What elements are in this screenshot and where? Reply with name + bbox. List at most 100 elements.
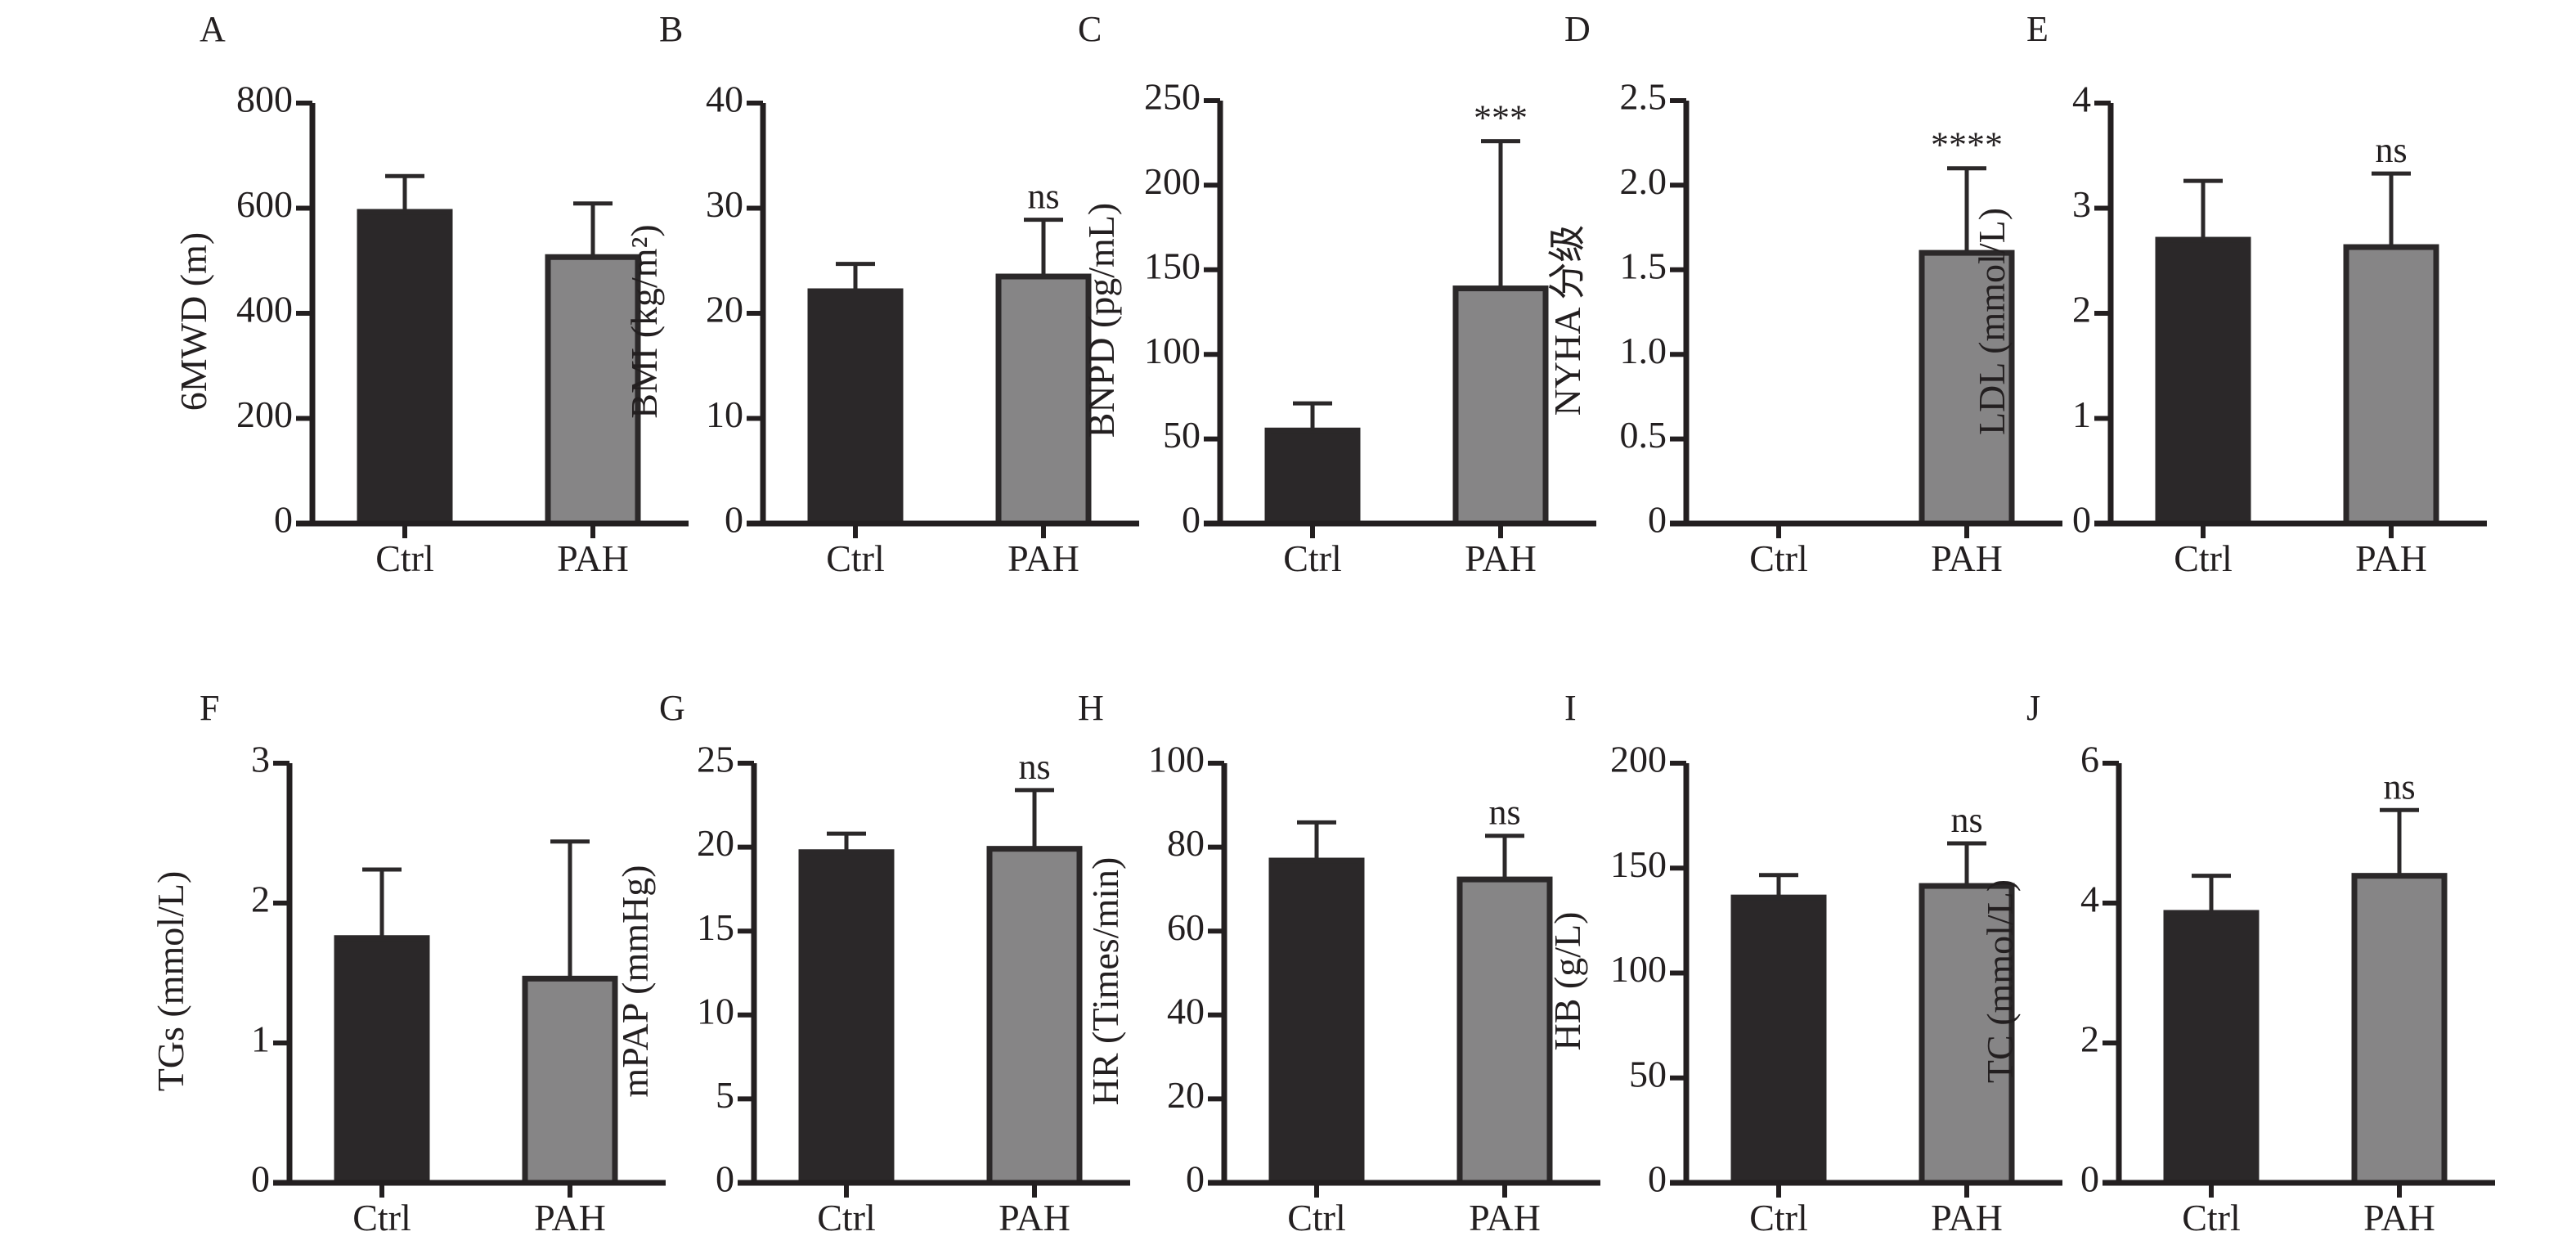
y-tick-label: 0 bbox=[1182, 499, 1200, 541]
chart-panel-e: E Ctrl PAH ns 0 1 2 3 4 LDL (mmol/L) bbox=[1971, 9, 2487, 579]
y-tick-label: 2 bbox=[2080, 1018, 2099, 1060]
y-tick-label: 20 bbox=[697, 822, 734, 864]
y-tick-label: 800 bbox=[236, 79, 293, 120]
chart-panel-g: G Ctrl PAH ns 0 5 10 15 20 25 mPAP (mmHg) bbox=[614, 688, 1130, 1238]
y-tick-label: 200 bbox=[1610, 739, 1667, 780]
x-tick-label: PAH bbox=[557, 537, 629, 579]
x-tick-label: Ctrl bbox=[2174, 537, 2233, 579]
y-axis-title: mPAP (mmHg) bbox=[614, 865, 656, 1097]
chart-panel-b: B Ctrl PAH ns 0 10 20 30 40 BMI (kg/m²) bbox=[623, 9, 1139, 579]
y-tick-label: 100 bbox=[1148, 739, 1205, 780]
bar-ctrl bbox=[334, 935, 430, 1186]
panel-letter: I bbox=[1564, 688, 1577, 728]
y-tick-label: 20 bbox=[1167, 1074, 1205, 1116]
bar-pah bbox=[2351, 873, 2448, 1186]
y-tick-label: 0 bbox=[251, 1158, 270, 1200]
y-tick-label: 100 bbox=[1610, 948, 1667, 990]
bar-pah bbox=[1452, 285, 1549, 527]
y-axis-title: LDL (mmol/L) bbox=[1971, 208, 2013, 435]
y-tick-label: 10 bbox=[697, 990, 734, 1032]
significance-label: ns bbox=[1488, 793, 1520, 833]
y-tick-label: 0 bbox=[274, 499, 293, 541]
panel-letter: G bbox=[659, 688, 685, 728]
bar-pah bbox=[986, 846, 1083, 1186]
x-tick-label: Ctrl bbox=[352, 1197, 411, 1238]
y-tick-label: 0 bbox=[725, 499, 743, 541]
y-axis-title: TC (mmol/L) bbox=[1979, 879, 2021, 1083]
panel-letter: J bbox=[2026, 688, 2040, 728]
y-tick-label: 15 bbox=[697, 906, 734, 948]
chart-panel-f: F Ctrl PAH 0 1 2 3 TGs (mmol/L) bbox=[150, 688, 666, 1238]
y-tick-label: 0.5 bbox=[1620, 414, 1667, 456]
y-tick-label: 0 bbox=[1186, 1158, 1205, 1200]
y-tick-label: 0 bbox=[1648, 1158, 1667, 1200]
bar-ctrl bbox=[2163, 910, 2260, 1186]
panel-letter: F bbox=[200, 688, 219, 728]
y-tick-label: 2.0 bbox=[1620, 160, 1667, 202]
y-tick-label: 150 bbox=[1144, 245, 1200, 286]
x-tick-label: Ctrl bbox=[375, 537, 434, 579]
x-tick-label: Ctrl bbox=[1749, 537, 1808, 579]
x-tick-label: PAH bbox=[1465, 537, 1537, 579]
bar-pah bbox=[2343, 244, 2439, 527]
chart-panel-j: J Ctrl PAH ns 0 2 4 6 TC (mmol/L) bbox=[1979, 688, 2495, 1238]
x-tick-label: PAH bbox=[1931, 1197, 2003, 1238]
y-axis-title: BMI (kg/m²) bbox=[623, 224, 665, 418]
y-tick-label: 1.0 bbox=[1620, 330, 1667, 371]
significance-label: ns bbox=[1027, 177, 1059, 217]
y-axis-title: TGs (mmol/L) bbox=[150, 871, 191, 1092]
y-tick-label: 40 bbox=[1167, 990, 1205, 1032]
y-tick-label: 20 bbox=[706, 289, 743, 330]
y-tick-label: 1.5 bbox=[1620, 245, 1667, 286]
y-axis-title: BNPD (pg/mL) bbox=[1080, 203, 1122, 438]
x-tick-label: PAH bbox=[1469, 1197, 1541, 1238]
y-tick-label: 0 bbox=[2072, 499, 2091, 541]
y-tick-label: 50 bbox=[1629, 1053, 1667, 1094]
y-tick-label: 0 bbox=[2080, 1158, 2099, 1200]
y-tick-label: 1 bbox=[2072, 393, 2091, 435]
panel-letter: E bbox=[2026, 9, 2049, 49]
y-tick-label: 4 bbox=[2072, 79, 2091, 120]
significance-label: ns bbox=[1950, 800, 1982, 840]
chart-panel-d: D Ctrl PAH **** 0 0.5 1.0 1.5 2.0 2.5 NYHA 分级 bbox=[1546, 9, 2062, 579]
y-tick-label: 3 bbox=[2072, 183, 2091, 225]
y-axis-title: NYHA 分级 bbox=[1546, 225, 1588, 416]
x-tick-label: Ctrl bbox=[817, 1197, 876, 1238]
chart-panel-i: I Ctrl PAH ns 0 50 100 150 200 HB (g/L) bbox=[1546, 688, 2062, 1238]
panel-letter: B bbox=[659, 9, 683, 49]
chart-panel-a: A Ctrl PAH 0 200 400 600 800 6MWD (m) bbox=[173, 9, 689, 579]
panel-letter: C bbox=[1078, 9, 1102, 49]
x-tick-label: PAH bbox=[999, 1197, 1070, 1238]
bar-ctrl bbox=[807, 288, 904, 527]
y-tick-label: 25 bbox=[697, 739, 734, 780]
bar-ctrl bbox=[1264, 427, 1361, 527]
bar-pah bbox=[545, 254, 641, 527]
bar-ctrl bbox=[2155, 236, 2251, 527]
y-tick-label: 50 bbox=[1163, 414, 1200, 456]
x-tick-label: PAH bbox=[2363, 1197, 2435, 1238]
significance-label: ns bbox=[1018, 747, 1050, 787]
x-tick-label: Ctrl bbox=[1287, 1197, 1346, 1238]
y-tick-label: 400 bbox=[236, 289, 293, 330]
y-tick-label: 0 bbox=[1648, 499, 1667, 541]
y-tick-label: 80 bbox=[1167, 822, 1205, 864]
significance-label: **** bbox=[1931, 125, 2003, 165]
y-axis-title: 6MWD (m) bbox=[173, 232, 214, 411]
panel-letter: D bbox=[1564, 9, 1591, 49]
significance-label: ns bbox=[2383, 766, 2415, 807]
panel-letter: A bbox=[200, 9, 226, 49]
x-tick-label: Ctrl bbox=[1749, 1197, 1808, 1238]
bar-ctrl bbox=[798, 849, 895, 1186]
y-tick-label: 5 bbox=[716, 1074, 734, 1116]
y-tick-label: 10 bbox=[706, 393, 743, 435]
y-tick-label: 200 bbox=[236, 393, 293, 435]
bar-pah bbox=[522, 975, 618, 1186]
y-tick-label: 250 bbox=[1144, 76, 1200, 118]
bar-pah bbox=[995, 273, 1092, 527]
chart-panel-h: H Ctrl PAH ns 0 20 40 60 80 100 HR (Times/min) bbox=[1078, 688, 1600, 1238]
y-tick-label: 200 bbox=[1144, 160, 1200, 202]
bar-pah bbox=[1456, 876, 1553, 1186]
y-tick-label: 1 bbox=[251, 1018, 270, 1060]
y-tick-label: 6 bbox=[2080, 739, 2099, 780]
